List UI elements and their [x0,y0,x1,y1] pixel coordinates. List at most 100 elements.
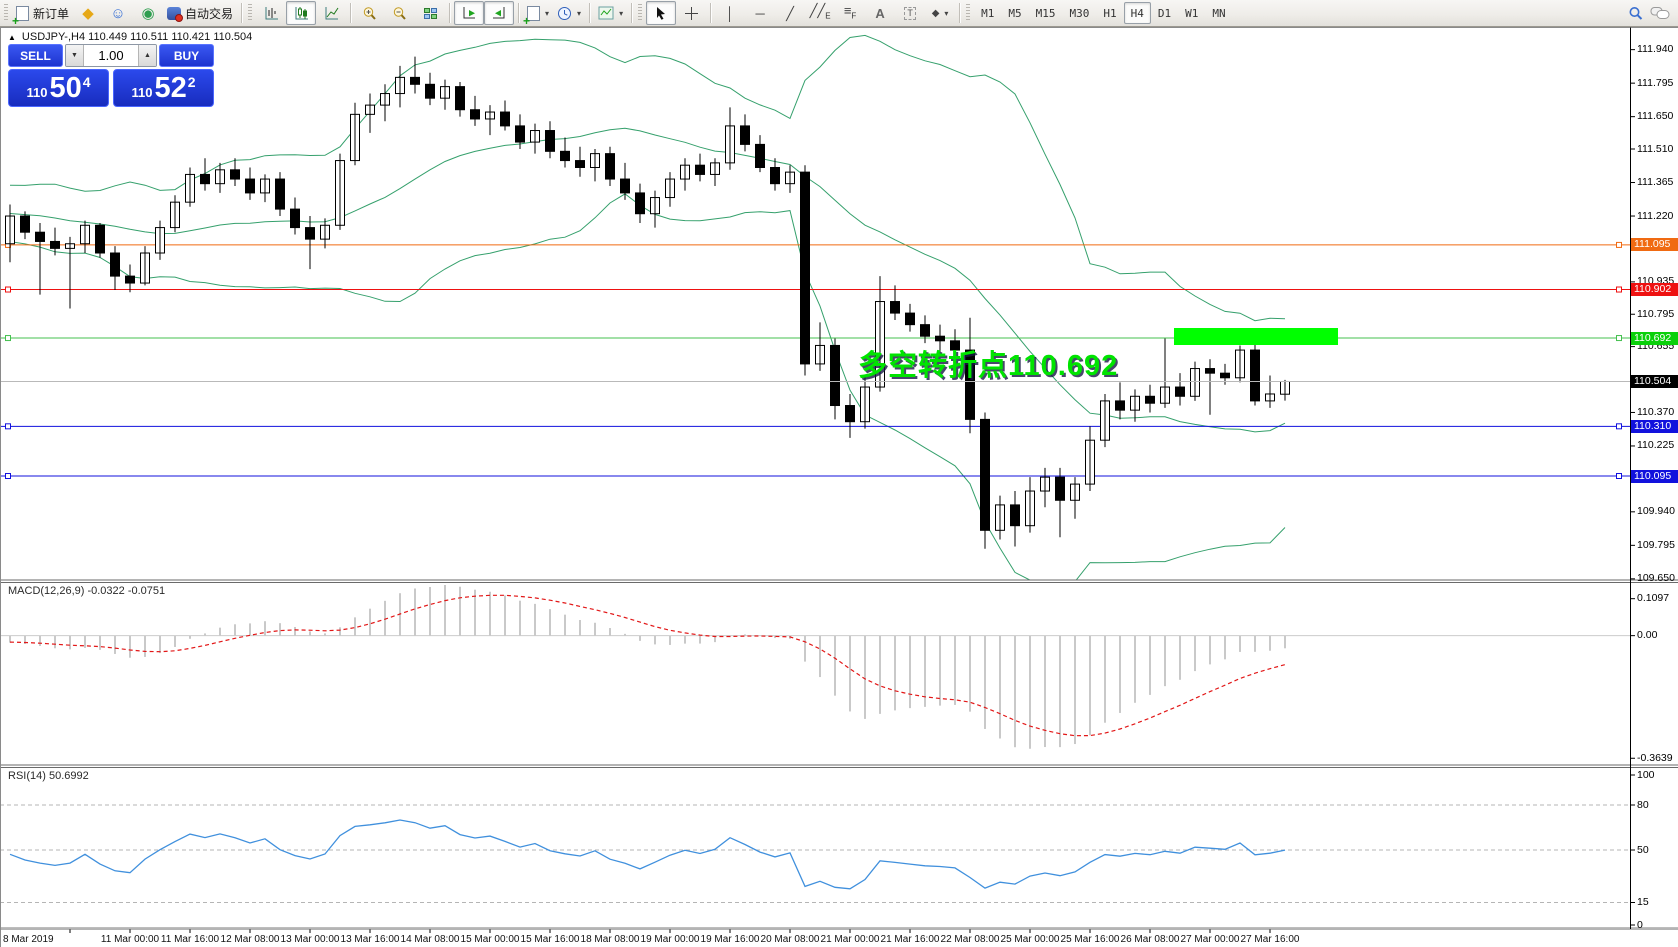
zoom-in-button[interactable] [355,1,385,25]
rsi-axis-label: 100 [1637,768,1655,781]
tile-windows-button[interactable] [415,1,445,25]
profile-icon: ☺ [110,4,126,22]
buy-price-big: 52 [154,72,187,104]
trendline-icon: ╱ [786,5,794,21]
toolbar-grip[interactable] [638,4,643,22]
autotrading-icon [167,6,184,22]
search-icon[interactable] [1628,6,1644,21]
cursor-icon [657,7,666,20]
candlestick-chart-button[interactable] [286,1,317,25]
toolbar-separator [449,3,451,23]
toolbar-grip[interactable] [4,4,8,22]
time-axis-label: 27 Mar 00:00 [1180,934,1240,945]
buy-button[interactable]: BUY [159,44,214,67]
line-anchor[interactable] [5,423,11,430]
timeframe-button-w1[interactable]: W1 [1185,6,1199,20]
chart-shift-button[interactable] [484,1,515,25]
timeframe-button-d1[interactable]: D1 [1157,6,1172,20]
metaeditor-icon: ◆ [82,4,94,22]
timeframe-button-m30[interactable]: M30 [1069,6,1090,20]
autotrading-button[interactable]: 自动交易 [163,1,237,25]
time-axis-label: 15 Mar 00:00 [460,934,520,945]
one-click-trading-panel: SELL ▼ 1.00 ▲ BUY 110 50 4 110 52 2 [8,44,214,107]
toolbar-grip[interactable] [966,4,971,22]
indicators-button[interactable]: ▾ [594,1,627,25]
price-tick-label: 111.220 [1637,209,1674,222]
volume-decrease-button[interactable]: ▼ [66,45,84,66]
tile-windows-icon [423,7,437,19]
line-chart-button[interactable] [316,1,346,25]
collapse-one-click-icon[interactable]: ▲ [8,32,16,42]
crosshair-tool-button[interactable] [676,1,706,25]
toolbar-separator [241,3,243,23]
timeframe-button-h4[interactable]: H4 [1123,2,1151,24]
price-tick-label: 111.510 [1637,142,1674,155]
auto-scroll-button[interactable] [454,1,485,25]
sell-price-big: 50 [49,72,82,104]
text-tool-button[interactable]: A [865,1,895,25]
time-axis-label: 11 Mar 00:00 [100,934,160,945]
community-button[interactable]: ☺ [103,1,133,25]
timeframe-button-m5[interactable]: M5 [1008,6,1022,20]
buy-price-display[interactable]: 110 52 2 [113,69,214,107]
line-anchor[interactable] [1616,473,1622,480]
chart-title: ▲ USDJPY-,H4 110.449 110.511 110.421 110… [8,31,252,43]
bar-chart-icon [265,7,278,20]
sell-price-display[interactable]: 110 50 4 [8,69,109,107]
toolbar-separator [589,3,591,23]
time-axis-label: 26 Mar 08:00 [1120,934,1180,945]
time-axis-label: 13 Mar 16:00 [340,934,400,945]
rsi-axis-label: 15 [1637,896,1649,908]
timeframe-toolbar: M1 M5 M15 M30 H1 H4 D1 W1 MN [974,2,1233,24]
highlight-rectangle[interactable] [1174,328,1338,345]
time-axis-label: 22 Mar 08:00 [940,934,1000,945]
rsi-line [9,819,1286,890]
price-tick-label: 110.795 [1637,307,1675,320]
cursor-tool-button[interactable] [646,1,677,25]
time-axis-label: 19 Mar 16:00 [700,934,760,945]
line-anchor[interactable] [5,286,11,293]
new-order-button[interactable]: + 新订单 [12,1,73,27]
macd-axis-label: -0.3639 [1637,751,1673,764]
line-anchor[interactable] [5,335,11,342]
horizontal-line-tool-button[interactable]: ─ [745,1,775,25]
bar-chart-button[interactable] [256,1,286,25]
time-axis-label: 12 Mar 08:00 [220,934,280,945]
new-order-icon: + [12,5,29,27]
time-axis-label: 14 Mar 08:00 [400,934,460,945]
timeframe-button-h1[interactable]: H1 [1103,6,1117,20]
line-anchor[interactable] [1616,423,1622,430]
metaeditor-button[interactable]: ◆ [73,1,103,25]
chat-icon[interactable] [1650,6,1670,20]
text-label-tool-button[interactable]: T [895,1,925,25]
equidistant-channel-icon: ╱╱E [809,2,831,21]
line-anchor[interactable] [1616,286,1622,293]
line-anchor[interactable] [1616,335,1622,342]
fibonacci-tool-button[interactable]: ≡F [835,1,865,25]
toolbar-grip[interactable] [248,4,253,22]
timeframe-button-mn[interactable]: MN [1212,6,1226,20]
timeframe-button-m15[interactable]: M15 [1035,6,1056,20]
vertical-line-icon: │ [726,5,735,21]
sell-button[interactable]: SELL [8,44,63,67]
text-label-icon: T [904,6,916,20]
new-template-button[interactable]: + ▾ [523,1,553,27]
period-clock-button[interactable]: ▾ [553,1,585,25]
volume-increase-button[interactable]: ▲ [138,45,156,66]
arrows-tool-button[interactable]: ◆ ▾ [931,7,949,19]
toolbar-separator [350,3,352,23]
channel-tool-button[interactable]: ╱╱E [805,1,835,25]
chart-annotation-text[interactable]: 多空转折点110.692 [858,350,1119,382]
price-tick-label: 109.795 [1637,538,1675,551]
signals-button[interactable]: ◉ [133,1,163,25]
timeframe-button-m1[interactable]: M1 [981,6,995,20]
line-anchor[interactable] [1616,241,1622,248]
volume-value[interactable]: 1.00 [98,48,124,63]
zoom-out-button[interactable] [385,1,415,25]
vertical-line-tool-button[interactable]: │ [715,1,745,25]
line-anchor[interactable] [5,473,11,480]
trendline-tool-button[interactable]: ╱ [775,1,805,25]
